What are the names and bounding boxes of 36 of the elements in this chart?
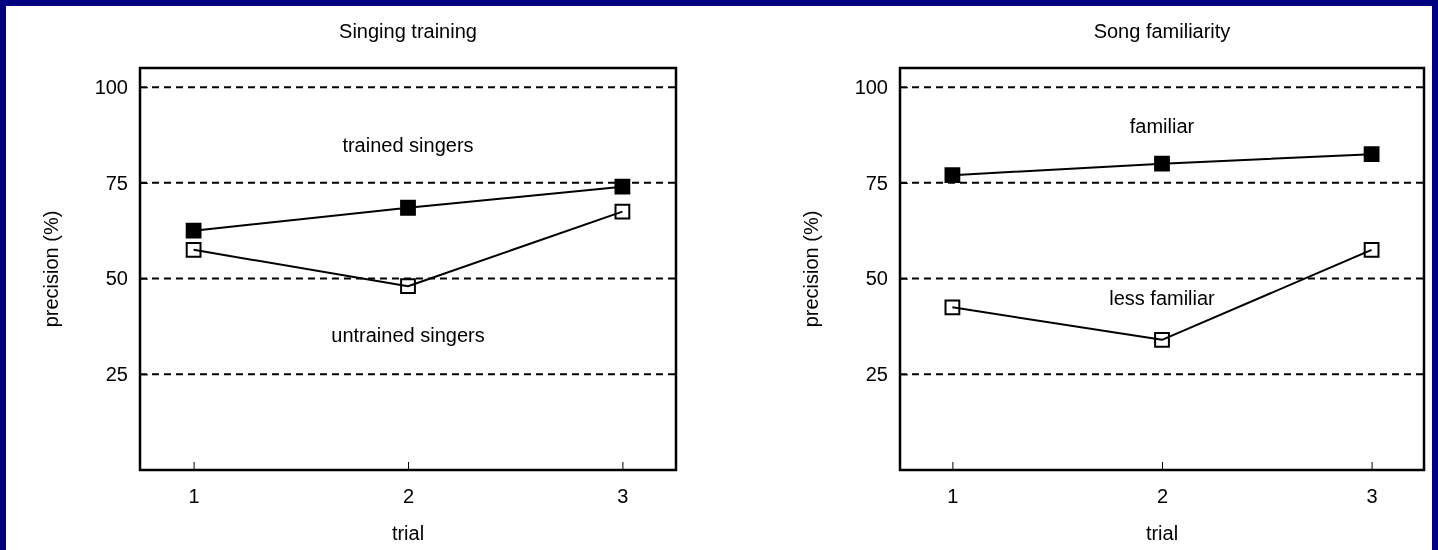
x-axis-title: trial: [391, 522, 425, 544]
x-tick-label: 1: [188, 485, 200, 507]
point: [1363, 146, 1380, 163]
y-tick-label: 75: [865, 171, 888, 194]
y-axis-title: precision (%): [40, 210, 62, 328]
series-label: less familiar: [1109, 286, 1216, 309]
y-tick-label: 25: [105, 363, 128, 386]
point: [1154, 331, 1170, 348]
point: [944, 167, 961, 184]
point: [1154, 155, 1170, 172]
x-tick-label: 3: [1366, 485, 1378, 507]
y-axis-title: precision (%): [800, 210, 822, 328]
y-tick-label: 75: [105, 171, 128, 194]
point: [614, 203, 631, 220]
point: [400, 199, 416, 216]
point: [400, 278, 416, 295]
point: [185, 222, 202, 239]
x-tick-label: 2: [402, 485, 415, 507]
point: [944, 299, 961, 316]
point: [614, 178, 631, 195]
x-axis-title: trial: [1145, 522, 1179, 544]
chart-title: Singing training: [339, 20, 477, 42]
chart-title: Song familiarity: [1093, 20, 1231, 42]
point: [185, 241, 202, 258]
y-tick-label: 50: [865, 267, 888, 290]
y-tick-label: 50: [105, 267, 128, 290]
y-tick-label: 25: [865, 363, 888, 386]
x-tick-label: 2: [1156, 485, 1169, 507]
y-tick-label: 100: [854, 76, 888, 99]
x-tick-label: 3: [617, 485, 629, 507]
point: [1363, 241, 1380, 258]
y-tick-label: 100: [94, 76, 128, 99]
text: trained singers: [342, 133, 474, 156]
x-tick-label: 1: [947, 485, 959, 507]
text: untrained singers: [331, 324, 485, 347]
series-label: familiar: [1129, 114, 1195, 137]
